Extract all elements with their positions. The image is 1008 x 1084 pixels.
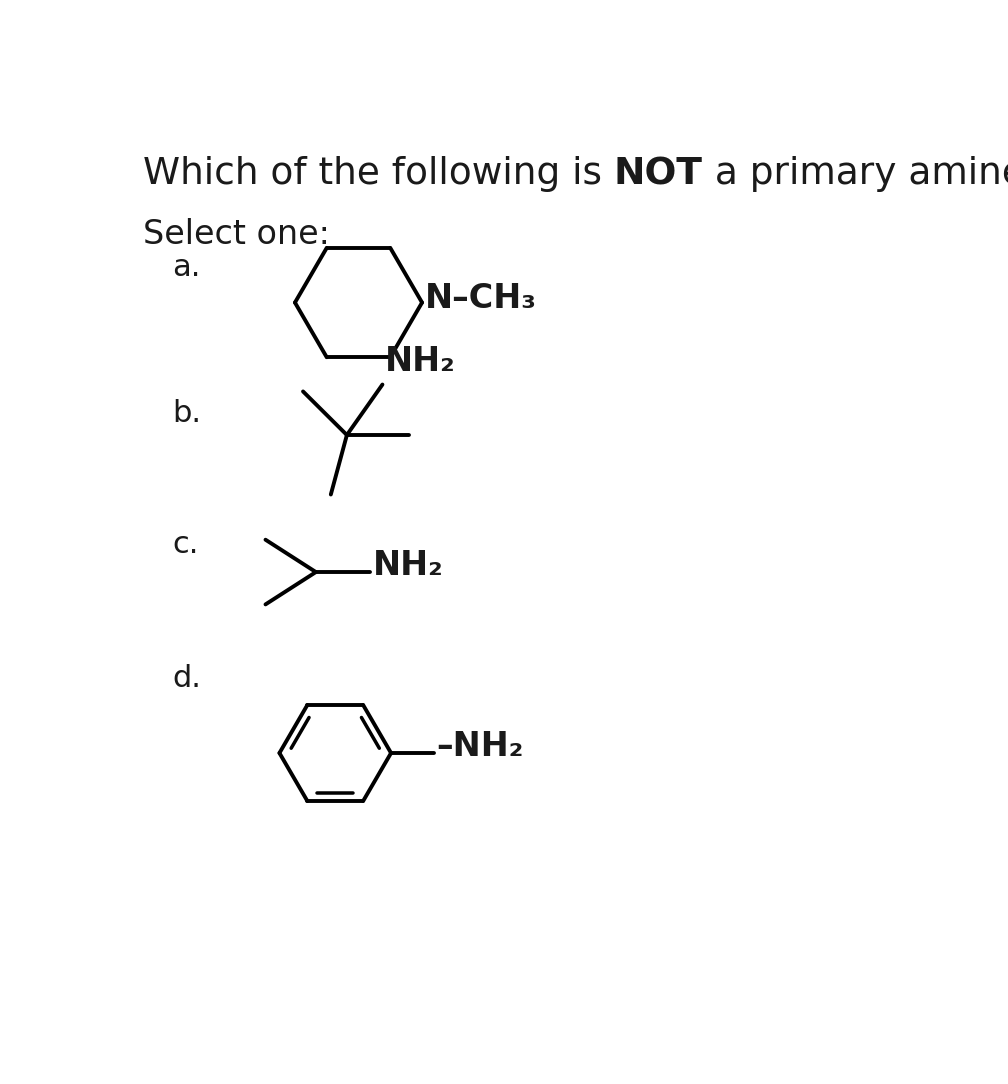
Text: a.: a. xyxy=(172,253,201,282)
Text: NOT: NOT xyxy=(614,156,703,192)
Text: b.: b. xyxy=(172,399,202,428)
Text: a primary amine?: a primary amine? xyxy=(703,156,1008,192)
Text: Select one:: Select one: xyxy=(143,218,330,250)
Text: NH₂: NH₂ xyxy=(373,550,444,582)
Text: –NH₂: –NH₂ xyxy=(436,731,523,763)
Text: N–CH₃: N–CH₃ xyxy=(425,282,537,315)
Text: NH₂: NH₂ xyxy=(385,346,456,378)
Text: c.: c. xyxy=(172,530,199,558)
Text: d.: d. xyxy=(172,664,202,694)
Text: Which of the following is: Which of the following is xyxy=(143,156,614,192)
